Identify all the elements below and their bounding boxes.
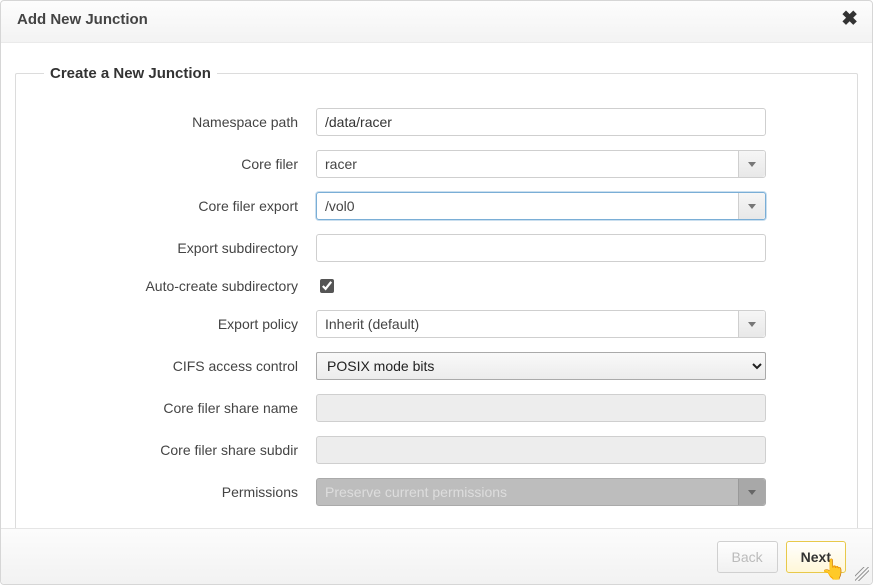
dialog-body: Create a New Junction Namespace path Cor… [1,43,872,553]
export-subdir-input[interactable] [316,234,766,262]
next-button[interactable]: Next [786,541,846,573]
auto-create-label: Auto-create subdirectory [36,278,316,294]
chevron-down-icon [738,479,765,505]
export-subdir-label: Export subdirectory [36,240,316,256]
group-legend: Create a New Junction [44,65,217,82]
namespace-path-label: Namespace path [36,114,316,130]
export-policy-select[interactable]: Inherit (default) [316,310,766,338]
share-subdir-input [316,436,766,464]
dialog-title: Add New Junction [17,11,148,28]
core-filer-export-label: Core filer export [36,198,316,214]
core-filer-value: racer [325,156,357,172]
core-filer-export-value: /vol0 [325,198,355,214]
core-filer-label: Core filer [36,156,316,172]
core-filer-export-select[interactable]: /vol0 [316,192,766,220]
auto-create-checkbox[interactable] [320,279,334,293]
chevron-down-icon [738,311,765,337]
resize-grip-icon [855,567,869,581]
namespace-path-input[interactable] [316,108,766,136]
share-name-label: Core filer share name [36,400,316,416]
dialog-footer: Back Next [1,528,872,584]
permissions-value: Preserve current permissions [325,484,507,500]
permissions-select: Preserve current permissions [316,478,766,506]
core-filer-select[interactable]: racer [316,150,766,178]
create-junction-group: Create a New Junction Namespace path Cor… [15,65,858,543]
export-policy-value: Inherit (default) [325,316,419,332]
back-button: Back [717,541,778,573]
chevron-down-icon [738,151,765,177]
share-name-input [316,394,766,422]
cifs-access-label: CIFS access control [36,358,316,374]
export-policy-label: Export policy [36,316,316,332]
cifs-access-select[interactable]: POSIX mode bits [316,352,766,380]
add-junction-dialog: Add New Junction ✖ Create a New Junction… [0,0,873,585]
chevron-down-icon [738,193,765,219]
close-icon[interactable]: ✖ [841,9,858,29]
share-subdir-label: Core filer share subdir [36,442,316,458]
dialog-header: Add New Junction ✖ [1,1,872,43]
permissions-label: Permissions [36,484,316,500]
